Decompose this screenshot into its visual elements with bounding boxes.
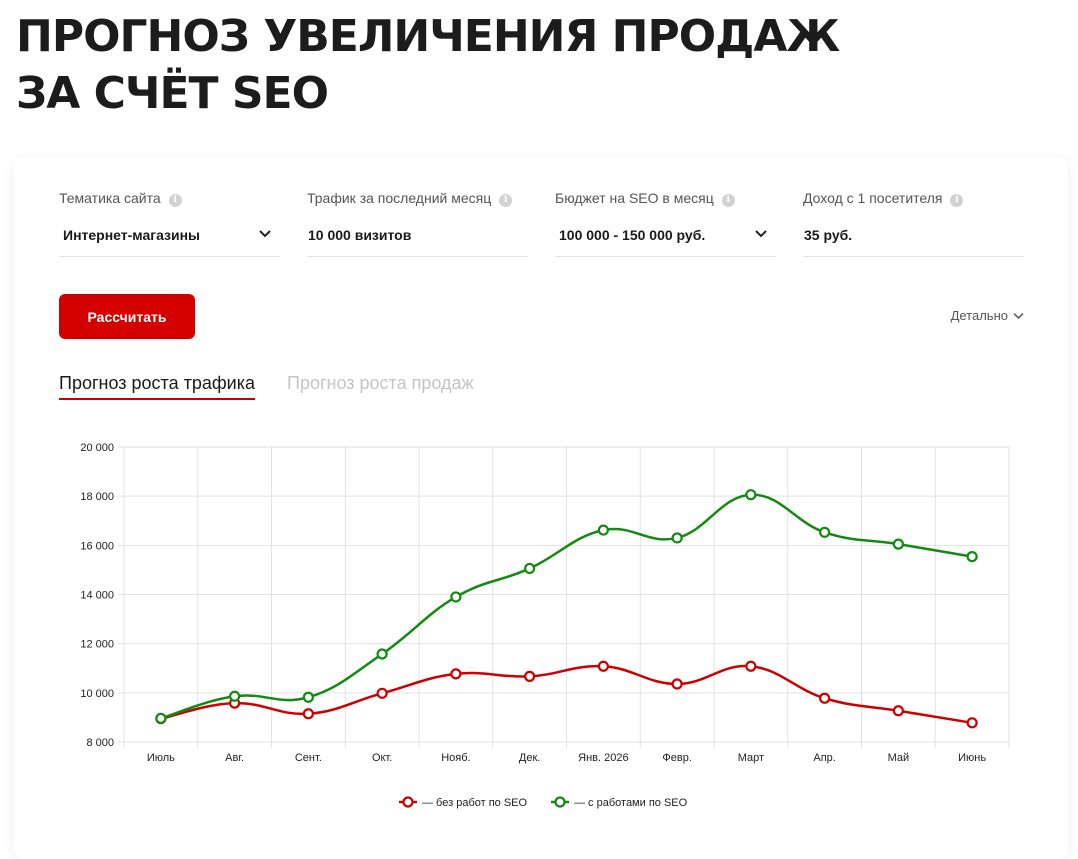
income-value[interactable]: 35 руб. <box>804 227 853 243</box>
series-without-seo-point[interactable] <box>524 670 536 682</box>
x-tick-label: Дек. <box>519 752 540 764</box>
tab-traffic-forecast[interactable]: Прогноз роста трафика <box>59 373 256 400</box>
calculate-button[interactable]: Рассчитать <box>59 294 195 339</box>
page-title-line-2: ЗА СЧЁТ SEO <box>16 68 329 119</box>
legend-swatch-marker <box>554 796 566 808</box>
info-icon[interactable]: i <box>499 194 513 207</box>
series-without-seo-point[interactable] <box>597 660 609 672</box>
series-with-seo-point[interactable] <box>229 690 241 702</box>
legend-swatch-marker <box>402 796 414 808</box>
chevron-down-icon <box>1013 312 1024 319</box>
chevron-down-icon[interactable] <box>258 229 272 239</box>
traffic-forecast-chart: 8 000 10 000 12 000 14 000 16 000 18 000 20 00… <box>80 442 1010 809</box>
series-without-seo-legend-label[interactable]: — без работ по SEO <box>422 797 528 809</box>
traffic-field[interactable]: Трафик за последний месяц i 10 000 визито… <box>307 187 528 257</box>
details-label: Детально <box>950 308 1008 323</box>
details-toggle[interactable]: Детально <box>951 308 1024 323</box>
y-tick-label: 14 000 <box>80 590 114 602</box>
tab-sales-forecast[interactable]: Прогноз роста продаж <box>287 373 474 393</box>
traffic-value[interactable]: 10 000 визитов <box>308 227 412 243</box>
info-icon[interactable]: i <box>721 194 735 207</box>
chevron-down-icon[interactable] <box>754 229 768 239</box>
x-tick-label: Февр. <box>662 752 692 764</box>
series-with-seo-point[interactable] <box>302 691 314 703</box>
income-field[interactable]: Доход с 1 посетителя i 35 руб. <box>803 187 1024 257</box>
x-tick-label: Окт. <box>372 752 392 764</box>
info-icon[interactable]: i <box>950 194 964 207</box>
y-tick-label: 18 000 <box>80 491 114 503</box>
series-without-seo-point[interactable] <box>671 678 683 690</box>
page-title-line-1: ПРОГНОЗ УВЕЛИЧЕНИЯ ПРОДАЖ <box>16 11 840 62</box>
y-tick-label: 12 000 <box>80 639 114 651</box>
series-without-seo-point[interactable] <box>892 705 904 717</box>
traffic-label: Трафик за последний месяц i <box>307 190 513 207</box>
budget-label: Бюджет на SEO в месяц i <box>555 190 735 207</box>
topic-label: Тематика сайта i <box>59 190 182 207</box>
x-tick-label: Июнь <box>958 752 986 764</box>
x-tick-label: Янв. 2026 <box>578 752 628 764</box>
x-tick-label: Июль <box>147 752 175 764</box>
income-label: Доход с 1 посетителя i <box>803 190 964 207</box>
budget-select[interactable]: Бюджет на SEO в месяц i 100 000 - 150 000… <box>555 187 776 257</box>
y-tick-label: 20 000 <box>80 442 114 454</box>
x-tick-label: Май <box>888 752 910 764</box>
series-with-seo-legend-label[interactable]: — с работами по SEO <box>574 797 688 809</box>
series-with-seo-point[interactable] <box>597 524 609 536</box>
series-with-seo-point[interactable] <box>376 648 388 660</box>
series-with-seo-point[interactable] <box>524 562 536 575</box>
series-without-seo-point[interactable] <box>819 692 831 704</box>
series-with-seo-point[interactable] <box>671 532 683 544</box>
series-with-seo-point[interactable] <box>450 591 462 603</box>
series-with-seo-point[interactable] <box>966 551 978 563</box>
series-with-seo-point[interactable] <box>745 489 757 501</box>
topic-value: Интернет-магазины <box>63 227 201 243</box>
info-icon[interactable]: i <box>168 194 182 207</box>
topic-select[interactable]: Тематика сайта i Интернет-магазины <box>59 187 280 257</box>
x-tick-label: Авг. <box>225 752 244 764</box>
series-with-seo-point[interactable] <box>892 538 904 550</box>
series-with-seo-point[interactable] <box>155 712 167 724</box>
x-tick-label: Март <box>738 752 764 764</box>
calculator-card: Тематика сайта i Интернет-магазины Трафик… <box>14 157 1068 859</box>
y-tick-label: 8 000 <box>86 737 114 749</box>
y-tick-label: 10 000 <box>80 688 114 700</box>
page-title: ПРОГНОЗ УВЕЛИЧЕНИЯ ПРОДАЖ ЗА СЧЁТ SEO <box>16 8 916 122</box>
x-tick-label: Апр. <box>813 752 835 764</box>
series-without-seo-point[interactable] <box>745 660 757 672</box>
y-tick-label: 16 000 <box>80 540 114 552</box>
series-without-seo-point[interactable] <box>302 708 314 720</box>
budget-value: 100 000 - 150 000 руб. <box>559 227 706 243</box>
series-without-seo-point[interactable] <box>450 668 462 680</box>
x-tick-label: Нояб. <box>441 752 470 764</box>
x-tick-label: Сент. <box>295 752 322 764</box>
series-with-seo-point[interactable] <box>819 526 831 538</box>
series-without-seo-point[interactable] <box>376 687 388 699</box>
series-without-seo-point[interactable] <box>966 717 978 729</box>
